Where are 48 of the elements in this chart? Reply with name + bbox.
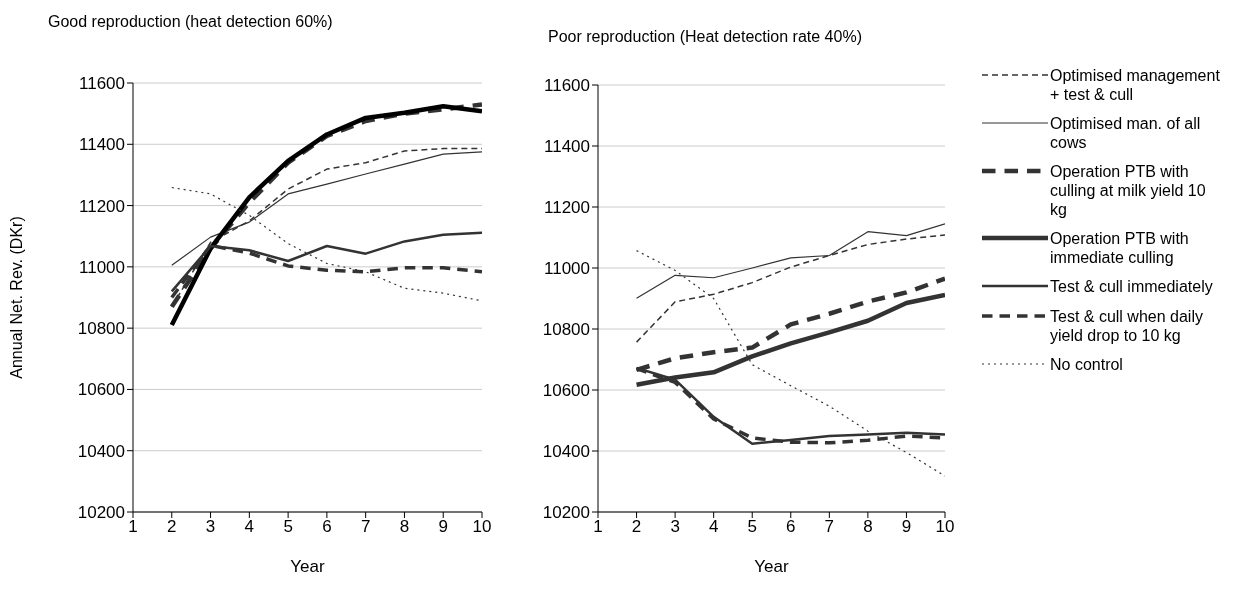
legend-label: Test & cull immediately: [1050, 277, 1214, 296]
x-tick-label: 8: [399, 517, 410, 537]
y-tick-label: 10600: [77, 380, 125, 400]
chart-title: Poor reproduction (Heat detection rate 40%): [548, 28, 862, 46]
x-tick-label: 6: [786, 517, 796, 537]
legend-label: Test & cull when daily yield drop to 10 kg: [1050, 307, 1204, 345]
x-tick-label: 9: [901, 517, 912, 537]
y-tick-label: 11000: [78, 257, 125, 277]
y-tick-label: 11600: [543, 76, 590, 96]
x-tick-label: 1: [128, 517, 138, 537]
y-tick-label: 11400: [78, 135, 125, 155]
y-tick-label: 10600: [542, 381, 590, 401]
y-tick-label: 11000: [543, 259, 590, 279]
y-tick-label: 11400: [543, 137, 590, 157]
legend-label: Optimised management + test & cull: [1050, 66, 1221, 104]
legend-label: Optimised man. of all cows: [1050, 114, 1202, 152]
x-tick-label: 1: [593, 517, 603, 537]
x-tick-label: 3: [205, 517, 216, 537]
y-tick-label: 10200: [542, 503, 590, 523]
x-tick-label: 5: [283, 517, 293, 537]
x-tick-label: 2: [631, 517, 642, 537]
x-tick-label: 4: [244, 517, 255, 537]
y-tick-label: 10400: [77, 441, 125, 461]
legend-label: No control: [1050, 355, 1124, 374]
x-axis-title: Year: [290, 557, 326, 576]
x-tick-label: 10: [472, 517, 492, 537]
chart-title: Good reproduction (heat detection 60%): [48, 13, 333, 31]
y-tick-label: 10800: [77, 319, 125, 339]
x-tick-label: 3: [670, 517, 680, 537]
y-tick-label: 11200: [78, 196, 125, 216]
x-tick-label: 2: [167, 517, 177, 537]
y-tick-label: 10800: [542, 320, 590, 340]
x-tick-label: 6: [322, 517, 332, 537]
y-axis-title: Annual Net. Rev. (DKr): [7, 216, 25, 379]
y-tick-label: 11600: [78, 74, 125, 94]
x-tick-label: 4: [708, 517, 719, 537]
legend-label: Operation PTB with immediate culling: [1050, 229, 1190, 267]
x-tick-label: 8: [863, 517, 873, 537]
x-tick-label: 5: [747, 517, 757, 537]
legend-label: Operation PTB with culling at milk yield 10 kg: [1050, 162, 1207, 219]
x-tick-label: 7: [360, 517, 371, 537]
y-tick-label: 11200: [543, 198, 590, 218]
y-tick-label: 10200: [77, 503, 125, 523]
x-tick-label: 10: [935, 517, 955, 537]
x-tick-label: 9: [438, 517, 448, 537]
y-tick-label: 10400: [542, 442, 590, 462]
x-axis-title: Year: [754, 557, 790, 576]
x-tick-label: 7: [824, 517, 835, 537]
